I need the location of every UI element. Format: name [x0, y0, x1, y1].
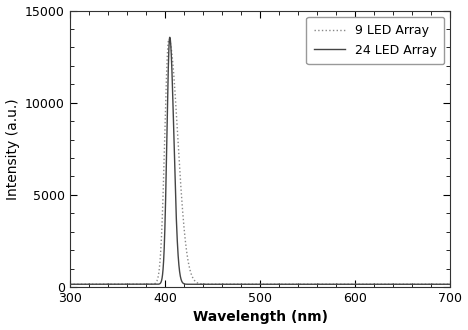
9 LED Array: [166, 37, 172, 41]
24 LED Array: [205, 282, 211, 286]
24 LED Array: [86, 282, 92, 286]
Legend: 9 LED Array, 24 LED Array: 9 LED Array, 24 LED Array: [306, 17, 444, 64]
24 LED Array: [292, 282, 298, 286]
Y-axis label: Intensity (a.u.): Intensity (a.u.): [6, 98, 20, 200]
X-axis label: Wavelength (nm): Wavelength (nm): [193, 311, 328, 324]
24 LED Array: [167, 35, 173, 39]
24 LED Array: [349, 282, 355, 286]
9 LED Array: [309, 282, 314, 286]
Line: 24 LED Array: 24 LED Array: [70, 37, 450, 284]
Line: 9 LED Array: 9 LED Array: [70, 39, 450, 284]
9 LED Array: [370, 282, 375, 286]
24 LED Array: [67, 282, 73, 286]
9 LED Array: [292, 282, 298, 286]
9 LED Array: [447, 282, 453, 286]
9 LED Array: [205, 282, 211, 286]
9 LED Array: [86, 282, 92, 286]
24 LED Array: [309, 282, 314, 286]
9 LED Array: [349, 282, 355, 286]
24 LED Array: [370, 282, 375, 286]
9 LED Array: [67, 282, 73, 286]
24 LED Array: [447, 282, 453, 286]
